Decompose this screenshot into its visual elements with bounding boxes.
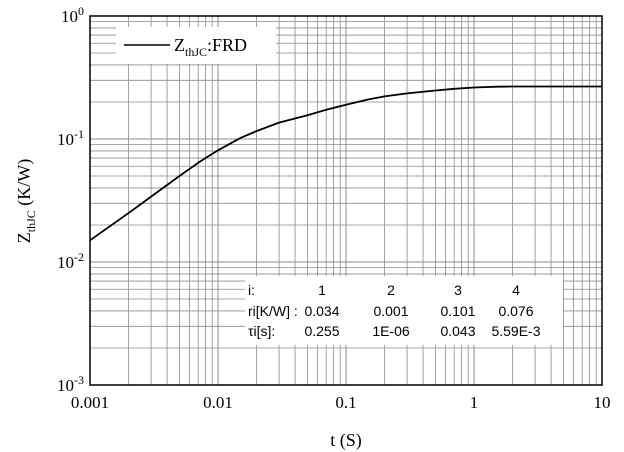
table-cell: 5.59E-3 <box>491 323 540 339</box>
legend-label-sub: thJC <box>185 45 207 59</box>
y-tick-exponent: -1 <box>74 127 84 141</box>
table-row-label: τi[s]: <box>248 323 275 339</box>
y-tick-label: 10-3 <box>57 373 84 395</box>
y-axis-label: ZthJC (K/W) <box>14 159 38 244</box>
x-tick-label: 10 <box>594 393 611 412</box>
x-tick-label: 1 <box>470 393 479 412</box>
series-layer <box>89 85 602 242</box>
y-tick-base: 10 <box>57 253 74 272</box>
legend-label: ZthJC:FRD <box>174 35 247 59</box>
table-cell: 0.043 <box>440 323 475 339</box>
table-row-label: ri[K/W] : <box>248 303 298 319</box>
y-tick-base: 10 <box>61 7 78 26</box>
y-tick-base: 10 <box>57 376 74 395</box>
legend-label-suffix: :FRD <box>207 35 247 55</box>
legend-label-main: Z <box>174 35 185 55</box>
y-tick-exponent: -2 <box>74 250 84 264</box>
table-cell: 0.034 <box>304 303 339 319</box>
parameter-table: i: 1 2 3 4 ri[K/W] : 0.034 0.001 0.101 0.076 τi[s]… <box>245 276 563 345</box>
y-tick-label: 10-2 <box>57 250 84 272</box>
plot-frame <box>89 15 603 386</box>
table-cell: 4 <box>512 282 520 298</box>
table-row-label: i: <box>248 282 255 298</box>
y-tick-label: 100 <box>61 4 84 26</box>
x-tick-label: 0.001 <box>71 393 109 412</box>
x-tick-label: 0.01 <box>203 393 233 412</box>
table-cell: 0.101 <box>440 303 475 319</box>
y-axis-label-main: Z <box>14 232 34 243</box>
table-cell: 0.001 <box>373 303 408 319</box>
y-axis-label-sub: thJC <box>24 210 38 232</box>
table-cell: 2 <box>387 282 395 298</box>
y-tick-label: 10-1 <box>57 127 84 149</box>
table-cell: 1 <box>318 282 326 298</box>
table-cell: 1E-06 <box>372 323 410 339</box>
legend: ZthJC:FRD <box>116 27 276 64</box>
y-tick-base: 10 <box>57 130 74 149</box>
x-tick-label: 0.1 <box>335 393 356 412</box>
table-cell: 0.076 <box>498 303 533 319</box>
x-axis-label: t (S) <box>330 430 362 451</box>
y-tick-exponent: 0 <box>78 4 84 18</box>
y-tick-exponent: -3 <box>74 373 84 387</box>
table-cell: 3 <box>454 282 462 298</box>
series-line-zthjc-frd <box>89 85 602 242</box>
table-box <box>245 276 563 345</box>
y-axis-label-unit: (K/W) <box>14 159 35 210</box>
table-cell: 0.255 <box>304 323 339 339</box>
